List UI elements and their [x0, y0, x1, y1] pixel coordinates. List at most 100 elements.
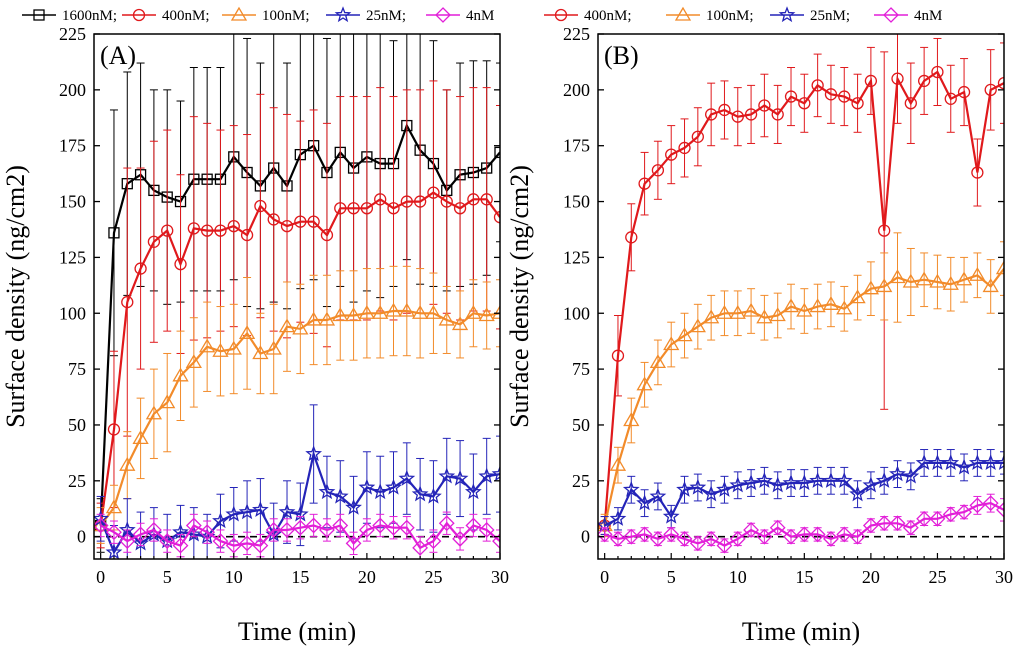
- data-point: [411, 304, 429, 319]
- data-point: [822, 472, 840, 488]
- y-axis-title: Surface density (ng/cm2): [505, 165, 534, 428]
- data-point: [796, 526, 813, 543]
- y-tick-label: 175: [59, 136, 86, 156]
- data-point: [609, 509, 627, 526]
- data-point: [783, 528, 799, 545]
- legend-label: 400nM;: [584, 8, 632, 24]
- data-point: [795, 474, 813, 491]
- data-point: [305, 517, 322, 534]
- data-point: [451, 469, 469, 486]
- data-point: [238, 325, 256, 340]
- data-point: [716, 480, 733, 497]
- data-point: [425, 304, 442, 319]
- y-tick-label: 25: [68, 471, 86, 491]
- data-point: [823, 530, 839, 547]
- data-point: [676, 530, 693, 547]
- data-point: [931, 65, 944, 79]
- data-point: [185, 517, 202, 534]
- y-axis-title: Surface density (ng/cm2): [1, 165, 30, 428]
- data-point: [478, 467, 496, 484]
- data-point: [969, 454, 986, 471]
- data-point: [265, 522, 282, 538]
- plot-frame: [93, 33, 501, 560]
- data-point: [623, 528, 640, 545]
- y-tick-label: 125: [563, 247, 590, 267]
- series-line: [603, 70, 1004, 526]
- data-point: [889, 515, 906, 532]
- data-point: [252, 501, 269, 517]
- data-point: [663, 526, 680, 543]
- data-point: [822, 296, 840, 310]
- legend-marker: [435, 7, 451, 23]
- data-point: [915, 271, 933, 286]
- data-point: [636, 376, 653, 391]
- y-tick-label: 75: [68, 359, 86, 379]
- data-point: [145, 522, 162, 538]
- data-point: [491, 304, 500, 319]
- x-tick-label: 0: [600, 567, 609, 587]
- y-tick-label: 50: [68, 415, 86, 435]
- data-point: [836, 300, 853, 315]
- data-point: [494, 146, 500, 159]
- data-point: [252, 537, 269, 554]
- data-point: [744, 108, 758, 121]
- data-point: [225, 537, 242, 554]
- series-line: [604, 461, 1004, 527]
- data-point: [345, 498, 362, 515]
- data-point: [784, 90, 798, 103]
- legend-marker: [230, 6, 248, 21]
- data-point: [360, 202, 374, 215]
- data-point: [716, 537, 733, 554]
- data-point: [916, 510, 933, 527]
- data-point: [478, 307, 495, 322]
- legend-label: 25nM;: [366, 8, 406, 24]
- data-point: [371, 483, 389, 500]
- x-tick-label: 30: [995, 567, 1013, 587]
- data-point: [864, 74, 878, 88]
- data-point: [942, 506, 959, 523]
- x-tick-label: 5: [163, 567, 172, 587]
- data-point: [638, 177, 651, 190]
- y-tick-label: 0: [77, 527, 86, 547]
- data-point: [385, 302, 402, 317]
- data-point: [345, 307, 362, 322]
- x-tick-label: 20: [862, 567, 880, 587]
- data-point: [891, 72, 904, 85]
- data-point: [159, 394, 176, 409]
- legend-marker: [334, 6, 352, 23]
- x-tick-label: 10: [729, 567, 747, 587]
- data-point: [742, 474, 760, 491]
- data-point: [385, 478, 402, 495]
- y-tick-label: 50: [572, 415, 590, 435]
- y-tick-label: 225: [563, 24, 590, 44]
- data-point: [598, 526, 613, 543]
- data-point: [412, 539, 429, 556]
- series-layer: [598, 34, 1004, 554]
- data-point: [982, 454, 1000, 471]
- legend-marker: [132, 8, 146, 22]
- data-point: [743, 522, 760, 538]
- data-point: [662, 507, 680, 524]
- data-point: [649, 530, 666, 547]
- data-point: [809, 526, 826, 543]
- data-point: [771, 108, 784, 121]
- series-line: [99, 191, 500, 526]
- data-point: [611, 349, 625, 362]
- data-point: [174, 257, 187, 271]
- y-tick-label: 0: [581, 527, 590, 547]
- data-point: [663, 336, 680, 351]
- data-point: [491, 465, 500, 482]
- data-point: [279, 522, 295, 538]
- data-point: [995, 454, 1004, 471]
- data-point: [492, 533, 500, 550]
- data-point: [862, 517, 879, 534]
- y-tick-label: 125: [59, 247, 86, 267]
- data-point: [835, 472, 853, 488]
- data-point: [467, 193, 480, 206]
- data-point: [239, 535, 256, 552]
- data-point: [809, 298, 826, 313]
- data-point: [238, 503, 256, 520]
- chart-panel-a: 0 25 50 75 100 125 150 175 200 225 0 5 10 15 20 25 30 (A)…: [1, 6, 509, 646]
- data-point: [729, 304, 746, 319]
